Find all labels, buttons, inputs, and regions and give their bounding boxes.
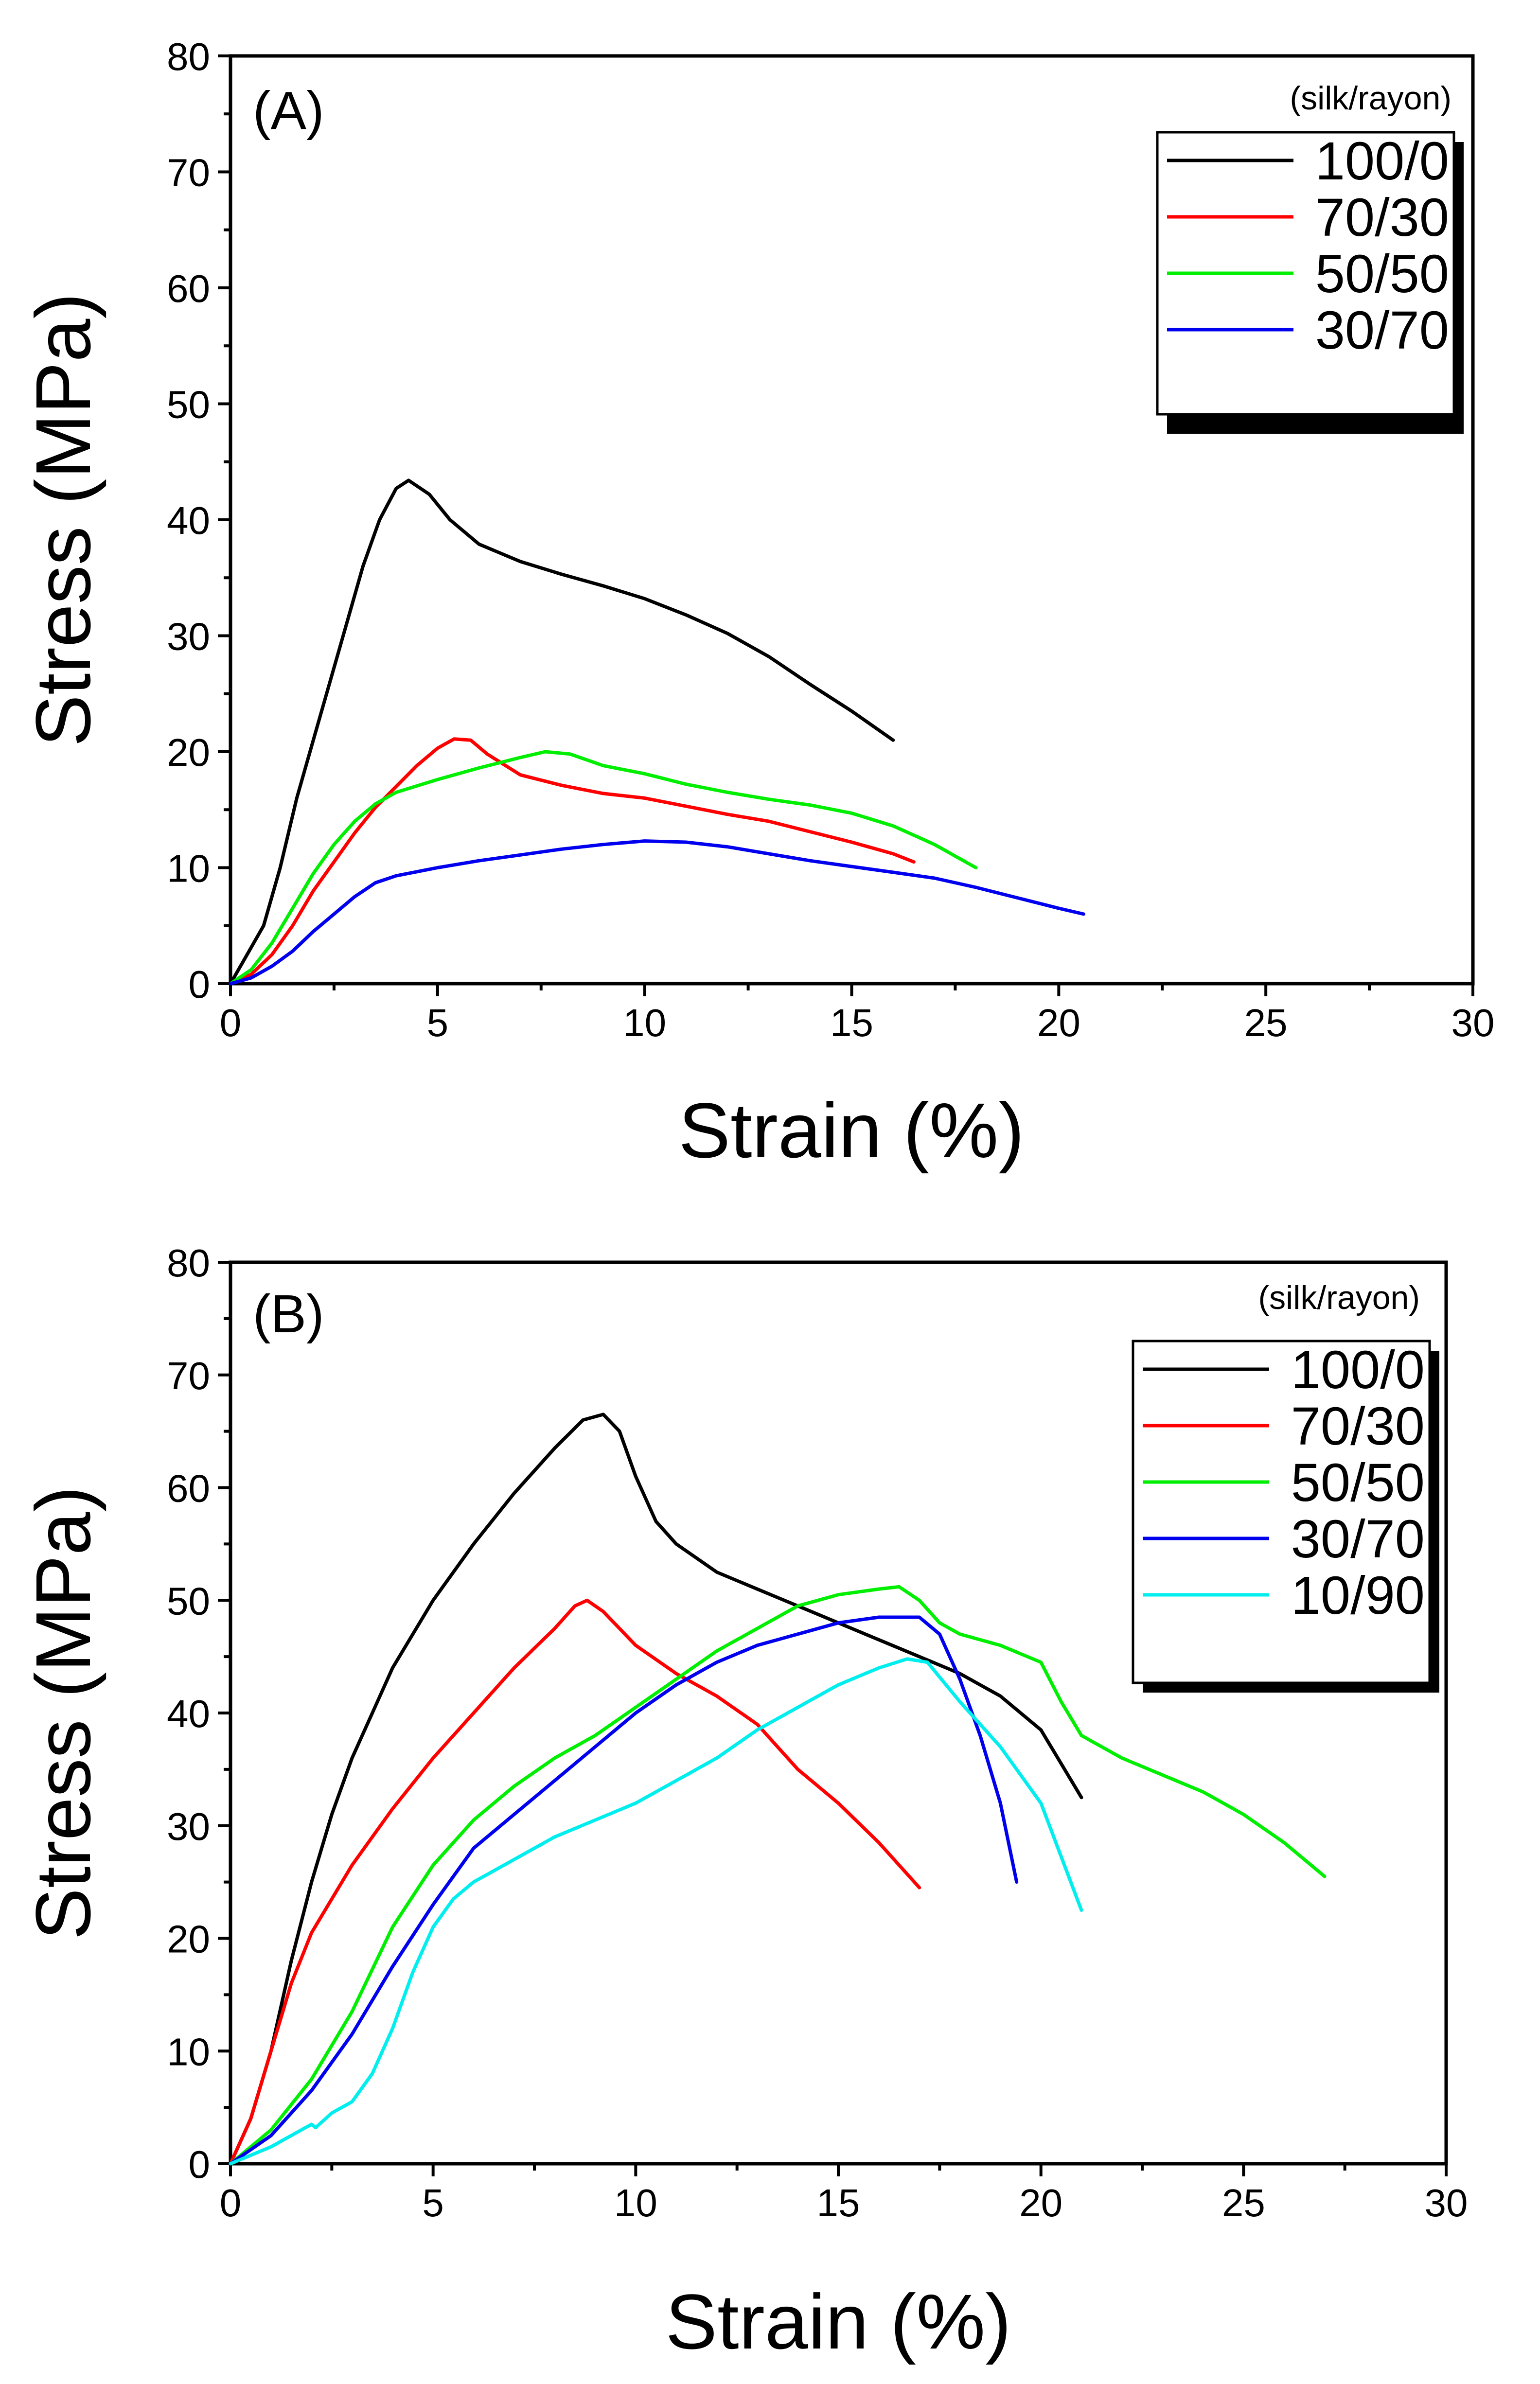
legend-label: 100/0 [1291, 1340, 1425, 1400]
y-tick-label: 10 [167, 2030, 210, 2073]
legend-label: 30/70 [1291, 1509, 1425, 1569]
series-70-30 [229, 737, 916, 986]
y-axis-title: Stress (MPa) [19, 1486, 106, 1940]
panel-label: (A) [253, 81, 324, 141]
legend-label: 50/50 [1315, 244, 1449, 304]
x-tick-label: 15 [830, 1001, 873, 1044]
series-30-70 [229, 839, 1085, 986]
y-tick-label: 50 [167, 383, 210, 426]
axis-ticks [218, 1261, 1448, 2176]
y-tick-label: 60 [167, 267, 210, 310]
y-tick-label: 20 [167, 731, 210, 774]
legend-label: 50/50 [1291, 1453, 1425, 1513]
y-tick-label: 70 [167, 1354, 210, 1397]
x-axis-title: Strain (%) [665, 2278, 1011, 2365]
x-axis-title: Strain (%) [678, 1087, 1024, 1174]
y-axis-title: Stress (MPa) [19, 293, 106, 746]
panel-a: 0 5 10 15 20 25 30 0 10 20 30 40 50 60 70 80 (A) Strain… [19, 35, 1494, 1174]
panel-label: (B) [253, 1284, 324, 1344]
x-tick-label: 10 [623, 1001, 666, 1044]
x-tick-label: 5 [422, 2181, 444, 2225]
series-70-30 [229, 1598, 921, 2166]
legend-label: 100/0 [1315, 131, 1449, 191]
x-tick-label: 30 [1451, 1001, 1495, 1044]
x-tick-label: 25 [1244, 1001, 1288, 1044]
y-tick-label: 10 [167, 847, 210, 890]
x-tick-label: 15 [817, 2181, 860, 2225]
legend-label: 10/90 [1291, 1566, 1425, 1625]
legend-label: 70/30 [1291, 1396, 1425, 1456]
y-tick-label: 40 [167, 1692, 210, 1735]
series-100-0 [229, 478, 895, 986]
series-lines [229, 1413, 1327, 2166]
axis-ticks [218, 54, 1474, 996]
series-100-0 [229, 1413, 1083, 2166]
x-tick-label: 20 [1037, 1001, 1080, 1044]
x-tick-label: 0 [220, 2181, 242, 2225]
x-tick-label: 10 [614, 2181, 657, 2225]
x-tick-label: 30 [1425, 2181, 1468, 2225]
y-tick-label: 80 [167, 1241, 210, 1285]
legend-label: 70/30 [1315, 188, 1449, 247]
y-tick-label: 60 [167, 1467, 210, 1510]
y-tick-label: 30 [167, 615, 210, 658]
y-tick-label: 50 [167, 1579, 210, 1623]
y-tick-label: 0 [189, 2143, 211, 2186]
x-tick-label: 5 [427, 1001, 449, 1044]
y-tick-label: 0 [189, 963, 211, 1006]
legend-label: 30/70 [1315, 300, 1449, 360]
x-tick-label: 25 [1222, 2181, 1265, 2225]
series-30-70 [229, 1615, 1019, 2166]
x-tick-label: 20 [1019, 2181, 1062, 2225]
panel-b: 0 5 10 15 20 25 30 0 10 20 30 40 50 60 70 80 (B) Strain… [19, 1241, 1468, 2365]
y-tick-label: 40 [167, 499, 210, 542]
y-tick-label: 80 [167, 35, 210, 78]
legend-title: (silk/rayon) [1258, 1279, 1420, 1316]
y-tick-label: 70 [167, 151, 210, 194]
legend-title: (silk/rayon) [1290, 80, 1452, 117]
series-50-50 [229, 1585, 1327, 2166]
axis-tick-labels: 0 5 10 15 20 25 30 0 10 20 30 40 50 60 70 80 [167, 35, 1494, 1044]
x-tick-label: 0 [220, 1001, 242, 1044]
y-tick-label: 20 [167, 1918, 210, 1961]
series-50-50 [229, 750, 978, 986]
series-10-90 [229, 1657, 1083, 2166]
axis-tick-labels: 0 5 10 15 20 25 30 0 10 20 30 40 50 60 70 80 [167, 1241, 1468, 2225]
series-lines [229, 478, 1085, 986]
legend-box [1132, 1340, 1431, 1684]
y-tick-label: 30 [167, 1805, 210, 1848]
